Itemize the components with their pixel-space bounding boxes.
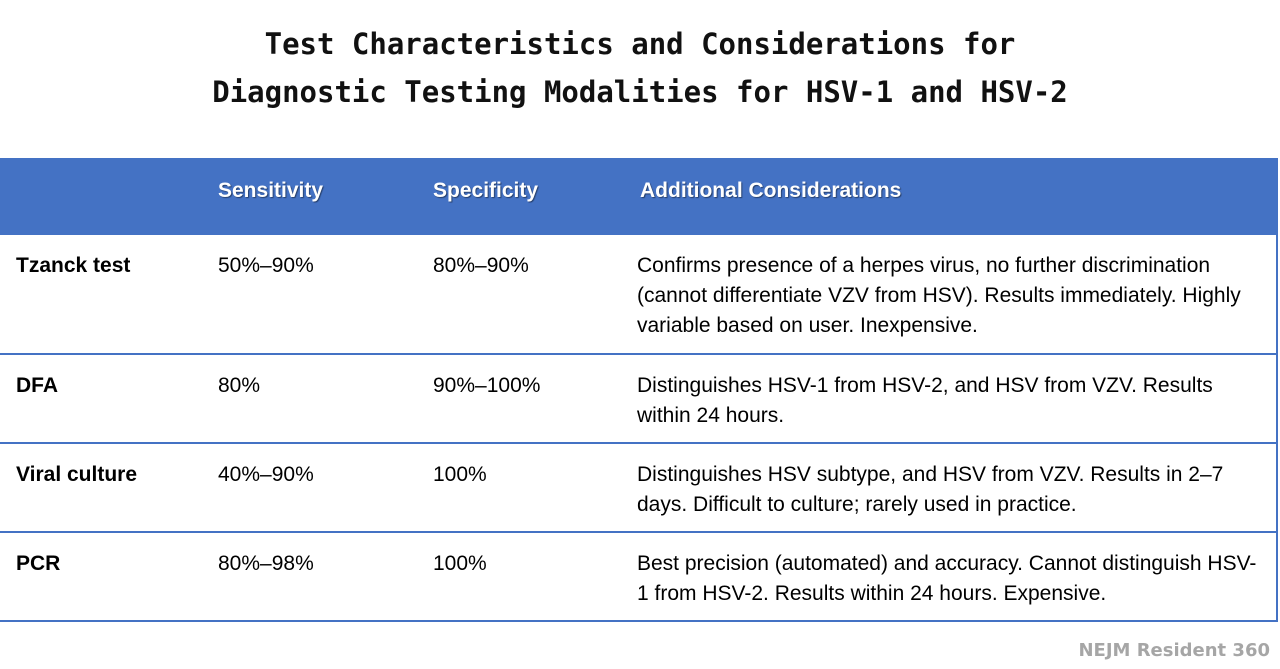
header-sensitivity: Sensitivity (218, 179, 324, 202)
header-additional-considerations: Additional Considerations (640, 179, 902, 202)
title-line-1: Test Characteristics and Considerations … (264, 27, 1016, 61)
row-specificity: 90%–100% (433, 374, 541, 397)
row-test-name: Tzanck test (16, 254, 131, 277)
title-line-2: Diagnostic Testing Modalities for HSV-1 … (212, 75, 1068, 109)
page-title: Test Characteristics and Considerations … (0, 20, 1280, 116)
row-specificity: 100% (433, 552, 487, 575)
row-sensitivity: 80% (218, 374, 261, 397)
header-specificity: Specificity (433, 179, 539, 202)
table-row-viral-culture: Viral culture 40%–90% 100% Distinguishes… (0, 444, 1276, 533)
row-sensitivity: 40%–90% (218, 463, 314, 486)
row-specificity: 80%–90% (433, 254, 529, 277)
row-considerations: Confirms presence of a herpes virus, no … (637, 254, 1241, 337)
table-row-tzanck: Tzanck test 50%–90% 80%–90% Confirms pre… (0, 235, 1276, 355)
row-test-name: DFA (16, 374, 58, 397)
brand-watermark: NEJM Resident 360 (1078, 640, 1270, 661)
row-specificity: 100% (433, 463, 487, 486)
row-considerations: Best precision (automated) and accuracy.… (637, 552, 1257, 605)
test-characteristics-table: Sensitivity Specificity Additional Consi… (0, 158, 1278, 622)
row-test-name: PCR (16, 552, 61, 575)
row-sensitivity: 80%–98% (218, 552, 314, 575)
row-considerations: Distinguishes HSV-1 from HSV-2, and HSV … (637, 374, 1213, 427)
row-test-name: Viral culture (16, 463, 137, 486)
row-sensitivity: 50%–90% (218, 254, 314, 277)
table-header-row: Sensitivity Specificity Additional Consi… (0, 158, 1276, 235)
table-row-dfa: DFA 80% 90%–100% Distinguishes HSV-1 fro… (0, 355, 1276, 444)
row-considerations: Distinguishes HSV subtype, and HSV from … (637, 463, 1224, 516)
table-row-pcr: PCR 80%–98% 100% Best precision (automat… (0, 533, 1276, 622)
